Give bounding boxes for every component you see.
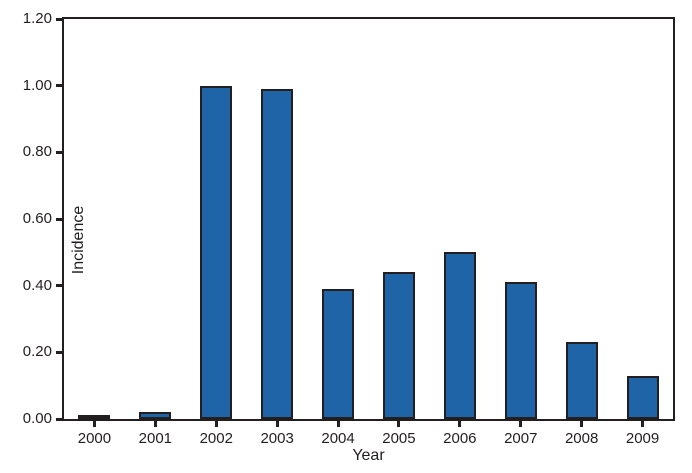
y-axis-tick-label: 1.00 <box>22 76 52 94</box>
bar-2007 <box>504 282 537 419</box>
y-axis-tick-mark <box>56 284 62 288</box>
y-axis-tick-mark <box>56 17 62 21</box>
y-axis-tick-mark <box>56 217 62 221</box>
x-axis-tick-label: 2004 <box>321 430 355 447</box>
bar-2001 <box>139 412 172 419</box>
y-axis-tick-mark <box>56 417 62 421</box>
x-axis-tick-label: 2008 <box>564 430 599 447</box>
bar-2005 <box>382 272 415 419</box>
x-axis-tick-mark <box>336 421 340 427</box>
x-axis-tick-mark <box>153 421 157 427</box>
x-axis-tick-label: 2009 <box>625 430 660 447</box>
x-axis-title: Year <box>352 447 385 464</box>
y-axis-tick-label: 1.20 <box>22 10 52 27</box>
x-axis-tick-mark <box>214 421 218 427</box>
x-axis-tick-label: 2006 <box>443 430 477 447</box>
y-axis-tick-mark <box>56 84 62 88</box>
x-axis-tick-label: 2003 <box>260 430 294 447</box>
bar-2006 <box>443 252 476 419</box>
x-axis-tick-mark <box>641 421 645 427</box>
x-axis-tick-mark <box>92 421 96 427</box>
y-axis-tick-mark <box>56 350 62 354</box>
y-axis-tick-label: 0.60 <box>22 210 52 227</box>
y-axis-tick-mark <box>56 150 62 154</box>
x-axis-tick-label: 2007 <box>504 430 538 447</box>
bar-2000 <box>78 415 111 419</box>
x-axis-tick-mark <box>519 421 523 427</box>
x-axis-tick-label: 2001 <box>138 430 173 447</box>
y-axis-tick-label: 0.00 <box>22 410 52 427</box>
x-axis-tick-label: 2000 <box>77 430 112 447</box>
bar-2003 <box>261 89 294 419</box>
bar-2008 <box>565 342 598 419</box>
bar-2004 <box>322 289 355 419</box>
x-axis-tick-mark <box>458 421 462 427</box>
y-axis-tick-label: 0.20 <box>22 343 52 361</box>
x-axis-tick-label: 2005 <box>382 430 416 447</box>
x-axis-tick-mark <box>397 421 401 427</box>
plot-area: Incidence 0.00 0.20 0.40 0.60 0.80 1.00 1.20 20… <box>23 10 675 447</box>
bar-2009 <box>626 375 659 419</box>
x-axis-tick-mark <box>580 421 584 427</box>
bar-2002 <box>200 85 233 419</box>
x-axis-tick-mark <box>275 421 279 427</box>
x-axis-tick-label: 2002 <box>199 430 233 447</box>
y-axis-tick-label: 0.40 <box>22 276 52 294</box>
y-axis-tick-label: 0.80 <box>22 143 52 161</box>
y-axis-title: Incidence <box>70 205 87 275</box>
